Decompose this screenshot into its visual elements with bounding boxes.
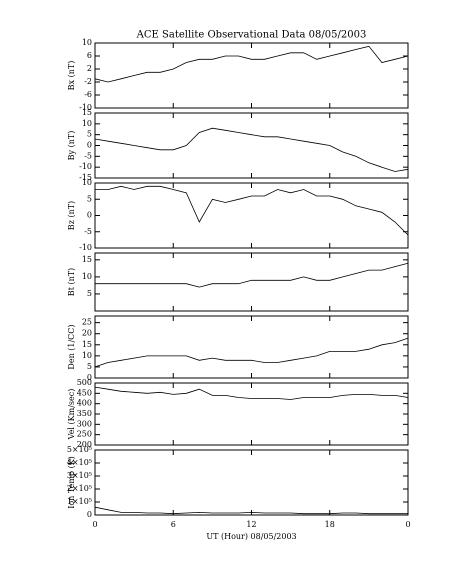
y-tick-label: 5 (87, 362, 92, 371)
x-tick-label: 6 (171, 520, 176, 529)
y-tick-label: 10 (82, 38, 92, 47)
panel-frame (94, 315, 409, 379)
y-tick-label: -10 (79, 243, 92, 252)
y-tick-label: 10 (82, 272, 92, 281)
data-line (95, 185, 409, 236)
y-tick-label: 0 (87, 510, 92, 519)
y-tick-label: -5 (84, 151, 92, 160)
data-line (95, 262, 409, 288)
panel-frame (94, 449, 409, 516)
chart-title: ACE Satellite Observational Data 08/05/2… (136, 30, 367, 41)
y-tick-label: 6 (87, 51, 92, 60)
y-tick-label: 4×10⁵ (67, 458, 92, 467)
y-tick-label: -15 (79, 173, 92, 182)
y-tick-label: 0 (87, 211, 92, 220)
x-axis-label: UT (Hour) 08/05/2003 (206, 532, 296, 541)
data-line (94, 127, 409, 172)
y-tick-label: 10 (82, 119, 92, 128)
y-tick-label: 5×10⁵ (67, 445, 92, 454)
y-tick-label: 5 (87, 194, 92, 203)
y-tick-label: 5 (87, 289, 92, 298)
y-axis-label: Vel (Km/sec) (67, 389, 76, 441)
y-tick-label: -6 (84, 90, 92, 99)
panel-frame (94, 182, 409, 249)
data-line (94, 506, 408, 515)
panel-frame (94, 112, 409, 179)
x-tick-label: 0 (405, 520, 410, 529)
y-axis-label: Bx (nT) (67, 61, 76, 91)
y-tick-label: 1×10⁵ (67, 497, 92, 506)
y-tick-label: 15 (82, 340, 92, 349)
y-tick-label: -10 (79, 162, 92, 171)
data-line (94, 337, 409, 368)
panel-frame (94, 382, 409, 446)
y-tick-label: 5 (87, 130, 92, 139)
y-tick-label: 0 (87, 141, 92, 150)
y-tick-label: 25 (82, 318, 92, 327)
y-tick-label: 300 (77, 419, 92, 428)
y-tick-label: -2 (84, 77, 92, 86)
y-tick-label: 200 (77, 440, 92, 449)
y-axis-label: Den (1/CC) (67, 324, 76, 369)
x-tick-label: 0 (92, 520, 97, 529)
y-axis-label: Ion Temp (K) (67, 456, 76, 509)
data-line (94, 386, 409, 400)
y-tick-label: 2×10⁵ (67, 484, 92, 493)
y-tick-label: 0 (87, 373, 92, 382)
y-tick-label: 2 (87, 64, 92, 73)
x-tick-label: 12 (246, 520, 256, 529)
y-tick-label: 350 (77, 409, 92, 418)
y-tick-label: 250 (77, 430, 92, 439)
panel-frame (94, 42, 409, 109)
y-tick-label: 15 (82, 255, 92, 264)
y-axis-label: Bz (nT) (67, 201, 76, 230)
y-axis-label: Bt (nT) (67, 268, 76, 296)
y-tick-label: 400 (77, 399, 92, 408)
y-tick-label: -5 (84, 227, 92, 236)
y-tick-label: 20 (82, 329, 92, 338)
y-axis-label: By (nT) (67, 131, 76, 161)
y-tick-label: 450 (77, 388, 92, 397)
y-tick-label: 500 (77, 378, 92, 387)
y-tick-label: -10 (79, 103, 92, 112)
y-tick-label: 10 (82, 178, 92, 187)
y-tick-label: 15 (82, 108, 92, 117)
panel-frame (94, 252, 409, 312)
x-tick-label: 18 (325, 520, 335, 529)
y-tick-label: 3×10⁵ (67, 471, 92, 480)
data-line (94, 45, 409, 83)
y-tick-label: 10 (82, 351, 92, 360)
